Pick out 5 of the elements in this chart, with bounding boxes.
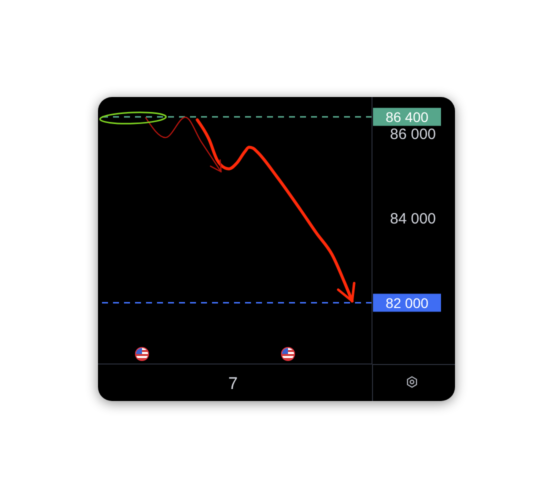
x-tick-label: 7 [228, 374, 238, 394]
y-tick-label: 86 000 [390, 126, 436, 144]
ref-line-label: 86 400 [386, 108, 429, 125]
y-tick-label: 84 000 [390, 210, 436, 228]
ref-line-label: 82 000 [386, 294, 429, 311]
